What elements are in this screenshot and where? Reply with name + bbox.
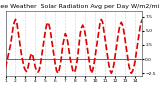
Title: Milwaukee Weather  Solar Radiation Avg per Day W/m2/minute: Milwaukee Weather Solar Radiation Avg pe… (0, 4, 160, 9)
